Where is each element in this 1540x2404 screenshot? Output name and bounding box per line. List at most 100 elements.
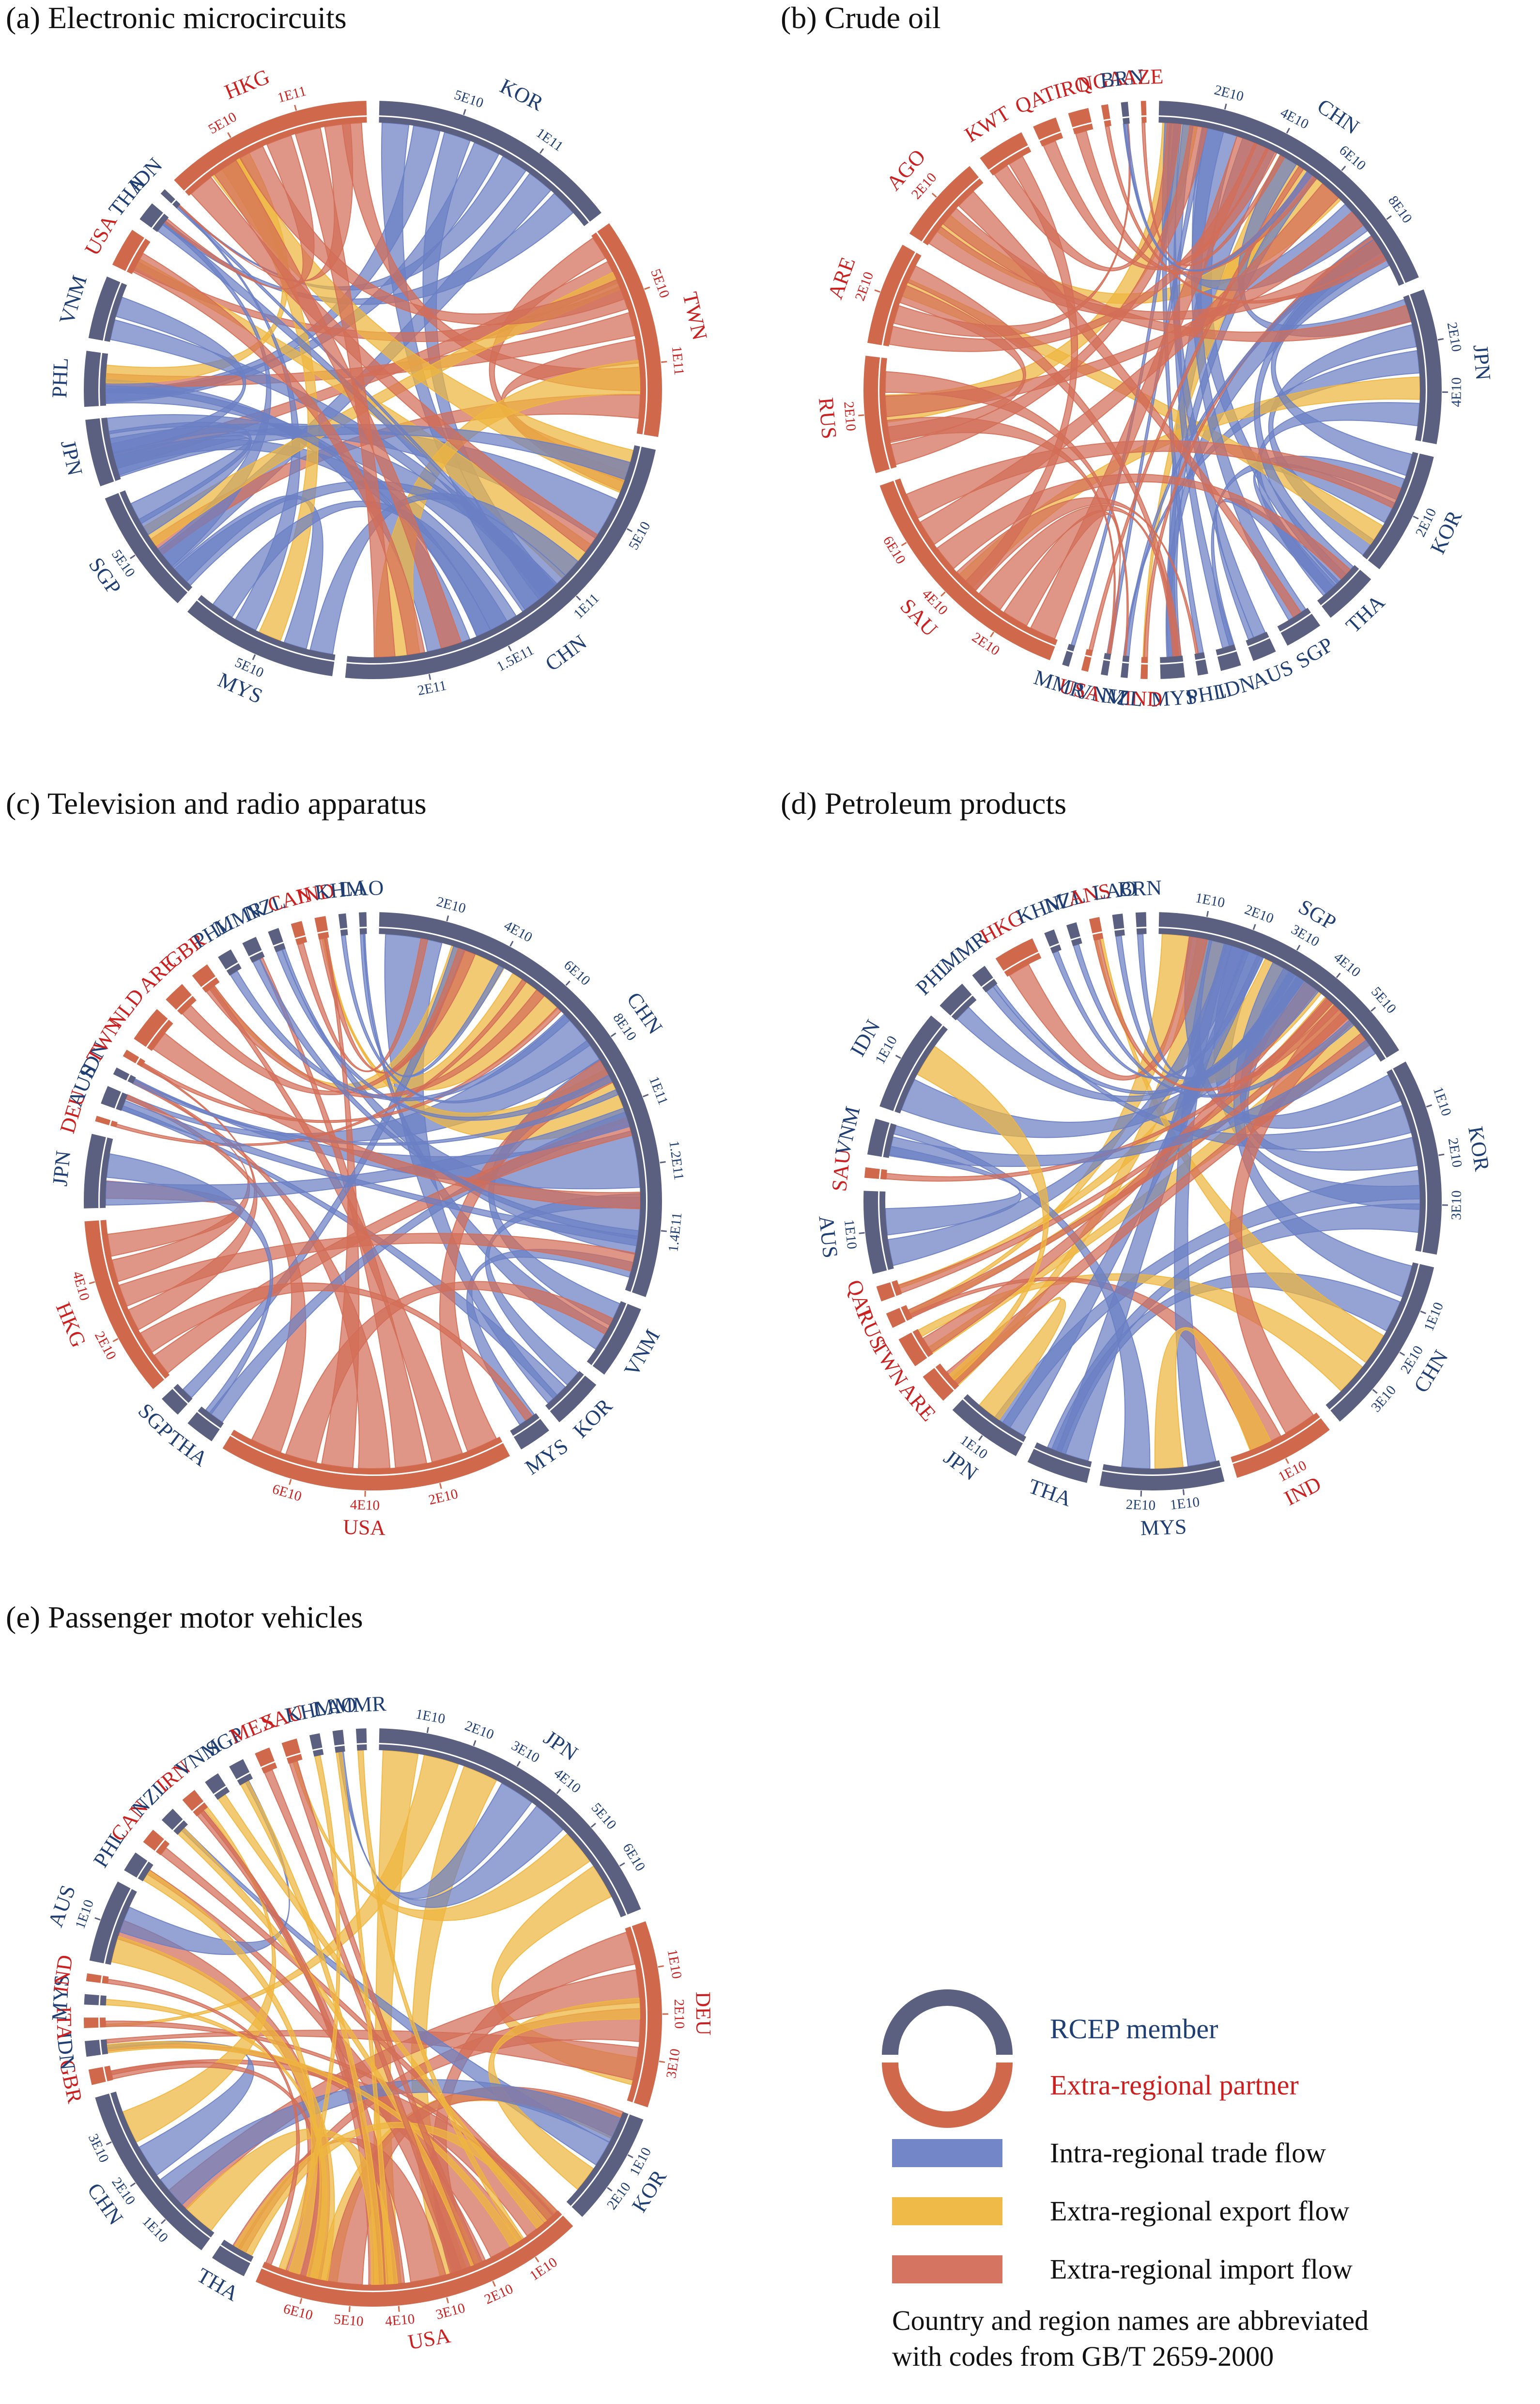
arc-inner-usa — [231, 1429, 503, 1474]
country-label-brn: BRN — [1099, 64, 1145, 93]
tick-label: 3E10 — [1448, 1190, 1464, 1220]
country-label-mys: MYS — [47, 1974, 74, 2021]
arc-inner-chn — [1158, 117, 1404, 286]
tick-label: 5E10 — [452, 87, 485, 111]
flow-ribbon-vnm-jpn — [110, 296, 246, 460]
country-label-phl: PHL — [47, 357, 73, 399]
flow-ribbon-phl-chn — [230, 970, 570, 1101]
arc-segment-phl — [939, 983, 972, 1016]
tick-label: 3E10 — [508, 1738, 542, 1766]
arc-segment-lao — [1112, 914, 1124, 930]
arc-segment-irq — [1068, 108, 1092, 127]
tick-label: 5E10 — [588, 1800, 619, 1832]
arc-inner-are — [935, 1363, 959, 1390]
country-label-ita: ITA — [52, 2006, 76, 2040]
flow-ribbon-jpn-tha — [106, 1153, 274, 1415]
country-label-qat: QAT — [1012, 81, 1059, 119]
arc-segment-chn — [345, 447, 656, 679]
arc-inner-idn — [894, 1025, 948, 1114]
tick-mark — [1386, 215, 1392, 220]
tick-mark — [576, 595, 581, 601]
flow-ribbon-usa-kor — [326, 2086, 624, 2285]
flow-ribbon-usa-chn — [1088, 165, 1304, 651]
arc-segment-idn — [160, 189, 175, 203]
flow-ribbon-mmr-chn — [252, 958, 639, 1240]
tick-label: 1E11 — [533, 125, 566, 155]
tick-label: 1.2E11 — [666, 1140, 687, 1181]
arc-inner-mys — [510, 1413, 539, 1436]
tick-label: 6E10 — [1336, 142, 1369, 173]
tick-label: 5E10 — [647, 267, 672, 300]
arc-segment-khm — [338, 913, 348, 929]
arc-segment-kwt — [980, 132, 1028, 170]
flow-ribbon-mmr-sgp — [986, 976, 1305, 1095]
tick-label: 1E11 — [669, 345, 687, 376]
arc-inner-ind — [102, 1975, 109, 1984]
tick-mark — [619, 1862, 625, 1867]
tick-label: 1E10 — [415, 1706, 447, 1727]
flow-ribbon-khm-usa — [278, 1754, 341, 2271]
tick-label: 4E10 — [385, 2311, 416, 2329]
arc-segment-aus — [89, 1881, 131, 1964]
arc-segment-idn — [879, 1015, 942, 1111]
country-label-lao: LAO — [1091, 876, 1138, 905]
tick-label: 5E10 — [206, 109, 239, 137]
tick-mark — [1372, 1389, 1378, 1394]
flow-ribbon-brn-chn — [1123, 123, 1313, 272]
arc-segment-chn — [1330, 1264, 1434, 1422]
chord-panel-petroleum-products: 1E102E103E104E105E10SGP1E102E103E10KOR1E… — [814, 876, 1494, 1540]
country-label-khm: KHM — [314, 875, 366, 904]
tick-label: 5E10 — [626, 519, 653, 552]
arc-inner-kwt — [989, 146, 1032, 176]
arc-segment-twn — [123, 1049, 139, 1064]
tick-label: 2E10 — [482, 2281, 515, 2308]
tick-label: 5E10 — [333, 2311, 364, 2329]
tick-label: 2E10 — [427, 1486, 460, 1508]
country-label-mmr: MMR — [334, 1691, 387, 1717]
arc-inner-sau — [286, 1753, 303, 1764]
arc-inner-mys — [100, 1995, 107, 2006]
arc-inner-gbr — [104, 2065, 113, 2081]
arc-inner-aus — [105, 1889, 137, 1965]
arc-segment-vnm — [592, 1303, 641, 1375]
arc-inner-aus — [116, 1092, 128, 1111]
arc-inner-mys — [1160, 655, 1184, 663]
arc-inner-rus — [901, 1305, 912, 1321]
arc-inner-usa — [262, 2210, 562, 2291]
tick-label: 2E10 — [1444, 321, 1464, 353]
arc-inner-sau — [880, 1169, 887, 1180]
arc-inner-chn — [379, 928, 647, 1292]
arc-segment-sgp — [1158, 912, 1400, 1058]
arc-inner-kor — [1362, 451, 1418, 559]
arc-segment-irn — [182, 1790, 204, 1811]
country-label-nzl: NZL — [1100, 683, 1144, 711]
tick-label: 4E10 — [350, 1497, 380, 1514]
arc-inner-chn — [1325, 1262, 1419, 1410]
country-label-usa: USA — [406, 2324, 452, 2354]
arc-segment-nzl — [1066, 922, 1080, 939]
tick-label: 4E10 — [501, 918, 535, 946]
arc-segment-qat — [1033, 117, 1061, 140]
arc-segment-sau — [281, 1738, 301, 1757]
country-label-jpn: JPN — [48, 1149, 75, 1187]
arc-segment-jpn — [1410, 289, 1442, 445]
arc-inner-ago — [923, 178, 984, 246]
country-label-kor: KOR — [1463, 1125, 1494, 1173]
country-label-tha: THA — [1026, 1474, 1075, 1511]
arc-inner-tha — [1034, 1442, 1092, 1468]
arc-inner-tha — [221, 2239, 254, 2262]
arc-inner-jpn — [100, 1137, 113, 1208]
arc-segment-jpn — [952, 1399, 1023, 1457]
arc-segment-tha — [1027, 1449, 1091, 1483]
flow-ribbon-khm-chn — [340, 934, 591, 1103]
arc-inner-vnm — [214, 1786, 230, 1800]
legend: RCEP member Extra-regional partner Intra… — [882, 1989, 1369, 2372]
tick-label: 8E10 — [1385, 193, 1415, 226]
arc-inner-hkg — [185, 117, 367, 196]
arc-inner-mex — [261, 1762, 277, 1774]
country-label-brn: BRN — [1118, 876, 1162, 901]
tick-mark — [940, 591, 946, 597]
arc-segment-jpn — [85, 418, 114, 487]
flow-ribbon-kwt-sau — [965, 155, 1078, 591]
